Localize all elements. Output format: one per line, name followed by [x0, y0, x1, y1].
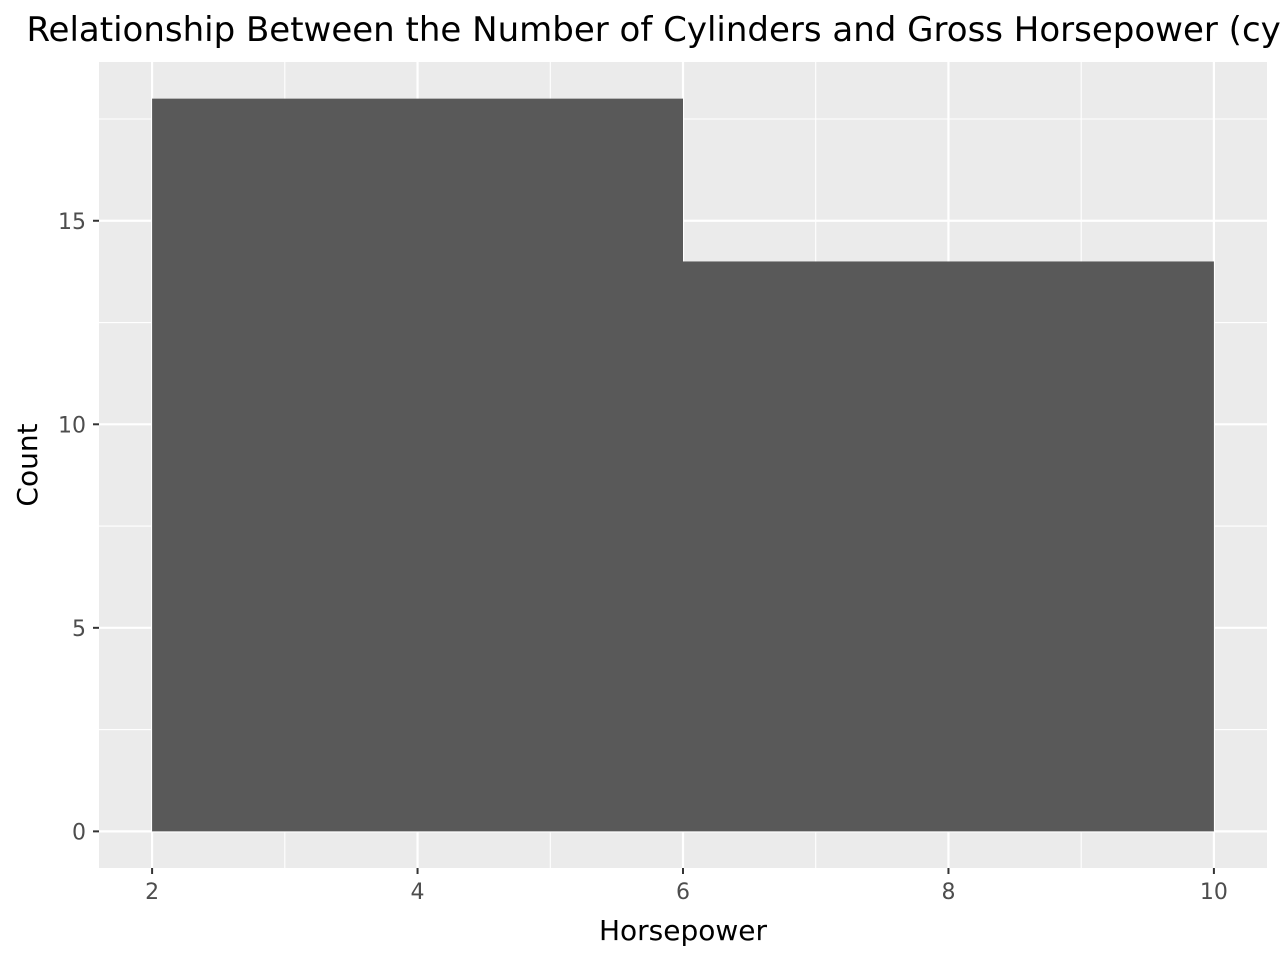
x-tick-label: 6	[676, 880, 690, 905]
x-tick-label: 4	[411, 880, 425, 905]
y-axis-ticks: 0 5 10 15	[58, 210, 99, 845]
x-tick-label: 10	[1200, 880, 1228, 905]
histogram-bars	[152, 98, 1214, 832]
chart-title: Relationship Between the Number of Cylin…	[26, 10, 1280, 50]
x-axis-ticks: 2 4 6 8 10	[145, 868, 1228, 905]
histogram-bar	[683, 261, 1214, 832]
x-tick-label: 2	[145, 880, 159, 905]
y-tick-label: 10	[58, 413, 86, 438]
y-tick-label: 15	[58, 210, 86, 235]
x-tick-label: 8	[941, 880, 955, 905]
y-tick-label: 0	[72, 820, 86, 845]
histogram-bar	[152, 98, 683, 832]
y-axis-title: Count	[11, 423, 44, 506]
y-tick-label: 5	[72, 617, 86, 642]
x-axis-title: Horsepower	[599, 914, 768, 947]
